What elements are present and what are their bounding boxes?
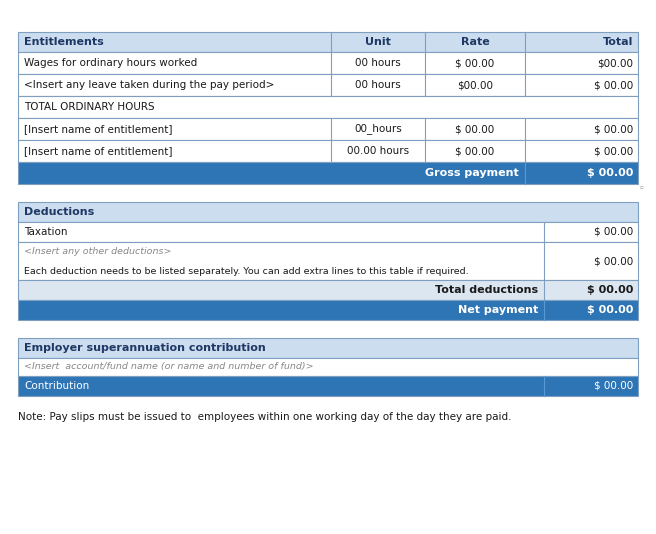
- Text: $ 00.00: $ 00.00: [455, 58, 495, 68]
- Bar: [18, 242, 638, 280]
- Text: Gross payment: Gross payment: [425, 168, 519, 178]
- Text: $ 00.00: $ 00.00: [586, 168, 633, 178]
- Text: [Insert name of entitlement]: [Insert name of entitlement]: [24, 124, 173, 134]
- Bar: [18, 300, 638, 320]
- Text: [Insert name of entitlement]: [Insert name of entitlement]: [24, 146, 173, 156]
- Text: $ 00.00: $ 00.00: [455, 146, 495, 156]
- Text: <Insert any leave taken during the pay period>: <Insert any leave taken during the pay p…: [24, 80, 274, 90]
- Bar: [18, 280, 638, 300]
- Text: $ 00.00: $ 00.00: [594, 227, 633, 237]
- Text: Employer superannuation contribution: Employer superannuation contribution: [24, 343, 266, 353]
- Bar: [18, 222, 638, 242]
- Bar: [18, 118, 638, 140]
- Text: $00.00: $00.00: [597, 58, 633, 68]
- Text: Note: Pay slips must be issued to  employees within one working day of the day t: Note: Pay slips must be issued to employ…: [18, 412, 512, 422]
- Text: Entitlements: Entitlements: [24, 37, 104, 47]
- Text: Rate: Rate: [461, 37, 489, 47]
- Bar: [18, 376, 638, 396]
- Bar: [18, 140, 638, 162]
- Bar: [18, 338, 638, 358]
- Text: Contribution: Contribution: [24, 381, 89, 391]
- Bar: [18, 162, 638, 184]
- Text: 00.00 hours: 00.00 hours: [347, 146, 409, 156]
- Text: TOTAL ORDINARY HOURS: TOTAL ORDINARY HOURS: [24, 102, 155, 112]
- Text: 00 hours: 00 hours: [355, 80, 401, 90]
- Text: Total: Total: [603, 37, 633, 47]
- Text: 00_hours: 00_hours: [354, 123, 402, 135]
- Text: $ 00.00: $ 00.00: [594, 80, 633, 90]
- Bar: [18, 202, 638, 222]
- Text: Wages for ordinary hours worked: Wages for ordinary hours worked: [24, 58, 197, 68]
- Text: Each deduction needs to be listed separately. You can add extra lines to this ta: Each deduction needs to be listed separa…: [24, 266, 468, 276]
- Text: $ 00.00: $ 00.00: [455, 124, 495, 134]
- Text: $ 00.00: $ 00.00: [594, 146, 633, 156]
- Text: $ 00.00: $ 00.00: [594, 124, 633, 134]
- Bar: [18, 52, 638, 74]
- Text: Unit: Unit: [365, 37, 391, 47]
- Text: $ 00.00: $ 00.00: [594, 256, 633, 266]
- Text: Taxation: Taxation: [24, 227, 68, 237]
- Text: Net payment: Net payment: [458, 305, 538, 315]
- Text: $00.00: $00.00: [457, 80, 493, 90]
- Bar: [18, 74, 638, 96]
- Text: $ 00.00: $ 00.00: [586, 305, 633, 315]
- Text: Total deductions: Total deductions: [435, 285, 538, 295]
- Bar: [18, 358, 638, 376]
- Text: 00 hours: 00 hours: [355, 58, 401, 68]
- Text: $ 00.00: $ 00.00: [594, 381, 633, 391]
- Text: <Insert  account/fund name (or name and number of fund)>: <Insert account/fund name (or name and n…: [24, 363, 314, 372]
- Text: <Insert any other deductions>: <Insert any other deductions>: [24, 247, 171, 255]
- Text: ▫: ▫: [640, 185, 644, 190]
- Bar: [18, 32, 638, 52]
- Text: Deductions: Deductions: [24, 207, 94, 217]
- Text: $ 00.00: $ 00.00: [586, 285, 633, 295]
- Bar: [18, 96, 638, 118]
